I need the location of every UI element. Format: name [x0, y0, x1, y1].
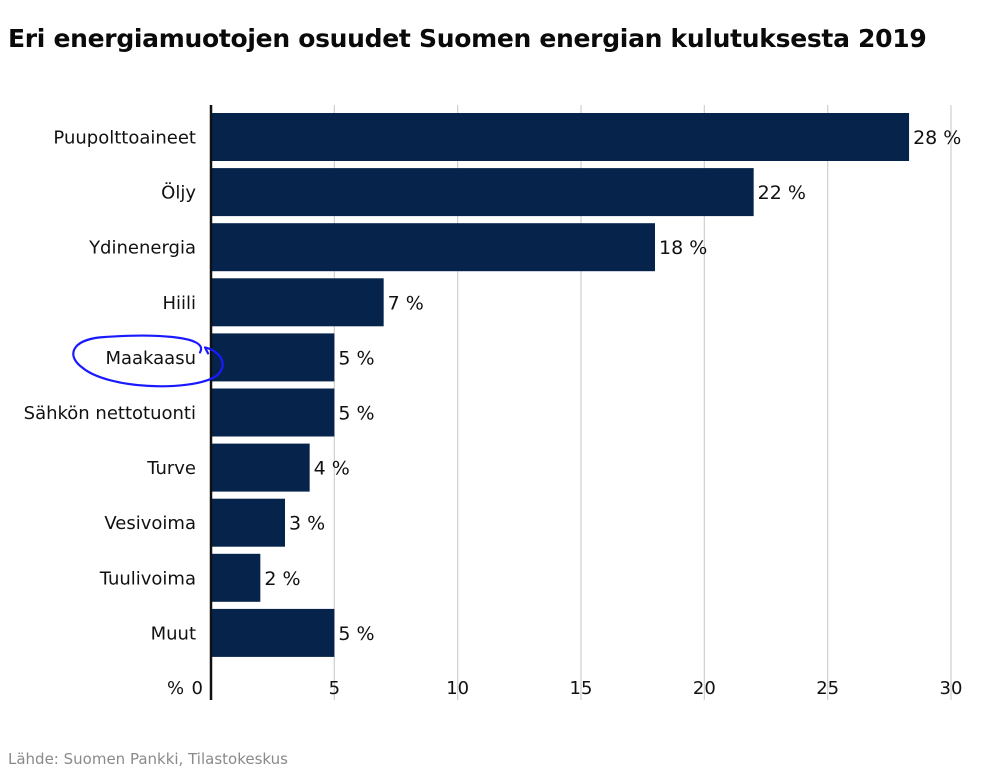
- bar: [211, 168, 754, 217]
- category-label: Muut: [151, 623, 196, 644]
- value-label: 22 %: [758, 182, 806, 204]
- bar: [211, 278, 384, 327]
- category-label: Hiili: [162, 293, 196, 314]
- value-label: 2 %: [264, 568, 300, 590]
- value-label: 4 %: [314, 458, 350, 480]
- category-label: Puupolttoaineet: [53, 128, 196, 149]
- value-labels: 28 % 22 % 18 % 7 % 5 % 5 % 4 % 3 % 2 % 5 %: [264, 127, 961, 645]
- x-tick-labels: 0 5 10 15 20 25 30: [192, 678, 963, 699]
- category-label: Turve: [146, 458, 196, 479]
- x-tick-label: 30: [940, 678, 963, 699]
- value-label: 28 %: [913, 127, 961, 149]
- category-label: Sähkön nettotuonti: [24, 403, 196, 424]
- bar: [211, 553, 261, 602]
- x-axis-unit-label: %: [167, 678, 184, 699]
- x-tick-label: 0: [192, 678, 203, 699]
- category-labels: Puupolttoaineet Öljy Ydinenergia Hiili Maaka…: [24, 128, 197, 645]
- x-tick-label: 5: [329, 678, 340, 699]
- bar: [211, 608, 335, 657]
- hand-drawn-circle-annotation: [72, 334, 224, 388]
- bar: [211, 443, 310, 492]
- x-tick-label: 25: [816, 678, 839, 699]
- bar: [211, 333, 335, 382]
- category-label: Tuulivoima: [99, 568, 196, 589]
- bar-chart: Puupolttoaineet Öljy Ydinenergia Hiili Maaka…: [24, 105, 963, 700]
- value-label: 7 %: [388, 292, 424, 314]
- category-label: Öljy: [161, 182, 196, 204]
- chart-title: Eri energiamuotojen osuudet Suomen energ…: [8, 24, 927, 53]
- x-tick-label: 15: [570, 678, 593, 699]
- value-label: 18 %: [659, 237, 707, 259]
- category-label: Maakaasu: [105, 348, 196, 369]
- category-label: Ydinenergia: [88, 238, 196, 259]
- bar: [211, 498, 285, 547]
- bar: [211, 223, 655, 272]
- value-label: 5 %: [338, 347, 374, 369]
- source-note: Lähde: Suomen Pankki, Tilastokeskus: [8, 750, 288, 768]
- value-label: 3 %: [289, 513, 325, 535]
- value-label: 5 %: [338, 403, 374, 425]
- bars: [211, 113, 910, 657]
- x-tick-label: 20: [693, 678, 716, 699]
- bar: [211, 388, 335, 437]
- value-label: 5 %: [338, 623, 374, 645]
- x-tick-label: 10: [446, 678, 469, 699]
- category-label: Vesivoima: [104, 513, 196, 534]
- bar: [211, 113, 910, 161]
